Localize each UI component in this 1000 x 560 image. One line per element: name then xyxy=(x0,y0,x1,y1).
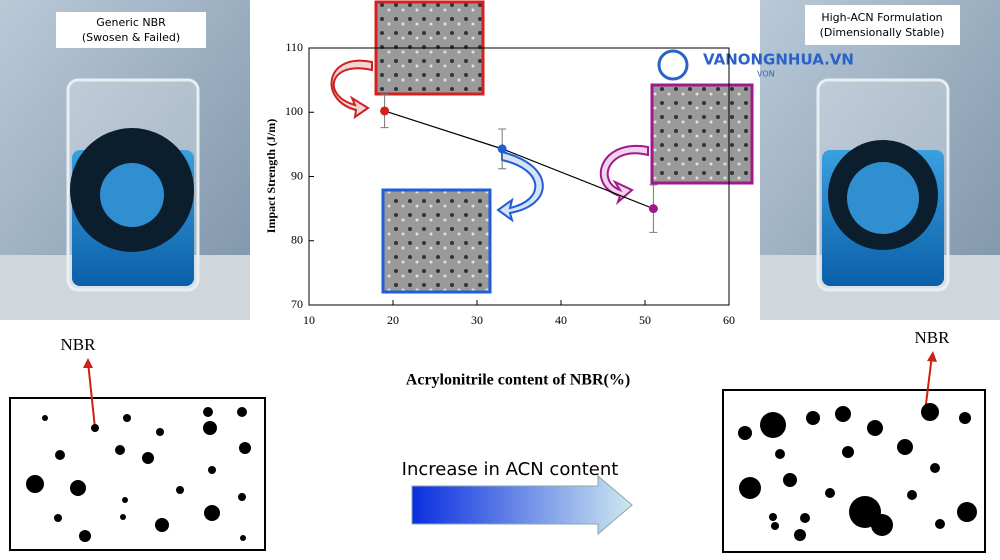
pointer-arrow xyxy=(87,361,96,429)
particle xyxy=(771,522,779,530)
particle xyxy=(208,466,216,474)
pointer-arrow-head xyxy=(83,358,93,368)
particle xyxy=(120,514,126,520)
data-point xyxy=(380,106,390,116)
pointer-arrow-head xyxy=(927,351,937,362)
schematic-box xyxy=(9,397,266,551)
particle xyxy=(122,497,128,503)
particle xyxy=(55,450,65,460)
particle xyxy=(959,412,971,424)
curved-arrow xyxy=(600,144,649,206)
particle xyxy=(203,407,213,417)
photo-label: (Dimensionally Stable) xyxy=(820,26,945,39)
particles xyxy=(26,403,977,542)
particle xyxy=(867,420,883,436)
watermark-logo xyxy=(657,49,689,81)
y-tick-label: 70 xyxy=(291,297,303,311)
particle xyxy=(957,502,977,522)
x-axis-title: Acrylonitrile content of NBR(%) xyxy=(406,372,630,389)
ring-hole xyxy=(100,163,164,227)
particle xyxy=(935,519,945,529)
y-tick-label: 80 xyxy=(291,233,303,247)
sem-image xyxy=(381,188,492,294)
pointer-label: NBR xyxy=(915,328,951,347)
particle xyxy=(769,513,777,521)
particle xyxy=(240,535,246,541)
particle xyxy=(26,475,44,493)
particle xyxy=(760,412,786,438)
particle xyxy=(806,411,820,425)
particle xyxy=(800,513,810,523)
curved-arrow xyxy=(496,150,544,223)
pointer-arrow xyxy=(924,354,933,413)
particle xyxy=(70,480,86,496)
particle xyxy=(142,452,154,464)
particle xyxy=(239,442,251,454)
y-tick-label: 100 xyxy=(285,104,303,118)
x-tick-label: 60 xyxy=(723,313,735,327)
particle xyxy=(783,473,797,487)
particle xyxy=(825,488,835,498)
particle xyxy=(42,415,48,421)
particle xyxy=(871,514,893,536)
particle xyxy=(156,428,164,436)
data-point xyxy=(497,144,507,154)
particle xyxy=(897,439,913,455)
watermark: VANONGNHUA.VN xyxy=(703,51,854,69)
particle xyxy=(237,407,247,417)
particle xyxy=(176,486,184,494)
label-box xyxy=(56,12,206,48)
particle xyxy=(738,426,752,440)
photo-label: Generic NBR xyxy=(96,16,166,29)
particle xyxy=(155,518,169,532)
particle xyxy=(91,424,99,432)
particle xyxy=(930,463,940,473)
data-point xyxy=(648,204,658,214)
x-tick-label: 50 xyxy=(639,313,651,327)
particle xyxy=(842,446,854,458)
particle xyxy=(238,493,246,501)
particle xyxy=(203,421,217,435)
curved-arrow xyxy=(330,59,373,120)
particle xyxy=(775,449,785,459)
schematic-box xyxy=(722,389,986,553)
particle xyxy=(794,529,806,541)
label-box xyxy=(805,5,960,45)
particle xyxy=(123,414,131,422)
x-tick-label: 40 xyxy=(555,313,567,327)
y-tick-label: 110 xyxy=(285,40,303,54)
y-tick-label: 90 xyxy=(291,168,303,182)
x-tick-label: 30 xyxy=(471,313,483,327)
particle xyxy=(921,403,939,421)
particle xyxy=(115,445,125,455)
particle xyxy=(54,514,62,522)
sem-image xyxy=(650,83,754,185)
photo-label: High-ACN Formulation xyxy=(821,11,942,24)
watermark: VON xyxy=(757,70,775,79)
arrow-text: Increase in ACN content xyxy=(402,459,619,480)
particle xyxy=(79,530,91,542)
photo-label: (Swosen & Failed) xyxy=(82,31,180,44)
particle xyxy=(739,477,761,499)
y-axis-title: Impact Strength (J/m) xyxy=(264,119,278,233)
ring-hole xyxy=(847,162,919,234)
increase-arrow xyxy=(411,474,633,536)
pointer-label: NBR xyxy=(61,335,97,354)
x-tick-label: 10 xyxy=(303,313,315,327)
particle xyxy=(204,505,220,521)
particle xyxy=(907,490,917,500)
x-tick-label: 20 xyxy=(387,313,399,327)
particle xyxy=(835,406,851,422)
